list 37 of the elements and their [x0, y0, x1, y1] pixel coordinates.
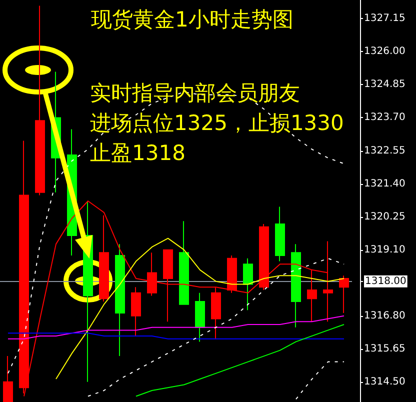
y-tick-label: 1318.00	[365, 276, 406, 287]
candlestick	[179, 220, 189, 305]
y-tick-label: 1321.40	[364, 178, 406, 190]
candlestick	[211, 286, 221, 340]
line-series	[88, 258, 344, 397]
line-series	[136, 324, 344, 397]
candlestick	[227, 255, 237, 294]
candlestick	[99, 214, 109, 302]
candlestick	[259, 223, 269, 291]
candlestick	[307, 269, 317, 322]
y-tick-label: 1324.85	[364, 79, 406, 90]
candlestick	[275, 206, 285, 262]
y-tick-label: 1326.00	[364, 46, 406, 58]
candlestick	[163, 249, 173, 322]
candlestick	[147, 252, 157, 296]
y-tick-label: 1319.10	[364, 244, 406, 256]
y-tick-label: 1315.65	[364, 343, 406, 354]
annotation: 止盈1318	[90, 141, 186, 165]
candlestick	[3, 356, 13, 402]
y-tick-label: 1323.70	[364, 112, 406, 124]
candlestick	[291, 244, 301, 328]
line-series	[8, 315, 344, 340]
line-series	[56, 238, 344, 380]
candlestick	[339, 275, 349, 314]
annotation: 进场点位1325，止损1330	[90, 111, 344, 135]
candlestick	[115, 244, 125, 357]
y-tick-label: 1316.80	[364, 310, 406, 322]
y-tick-label: 1314.50	[364, 376, 406, 388]
candlestick	[195, 292, 205, 342]
y-tick-label: 1322.55	[364, 145, 406, 156]
y-tick-label: 1327.15	[364, 13, 406, 24]
candlestick	[131, 286, 141, 336]
candlestick	[243, 258, 253, 311]
chart-title: 现货黄金1小时走势图	[91, 8, 294, 32]
candlestick	[35, 5, 45, 196]
y-tick-label: 1320.25	[364, 211, 406, 222]
annotation: 实时指导内部会员朋友	[90, 81, 300, 105]
